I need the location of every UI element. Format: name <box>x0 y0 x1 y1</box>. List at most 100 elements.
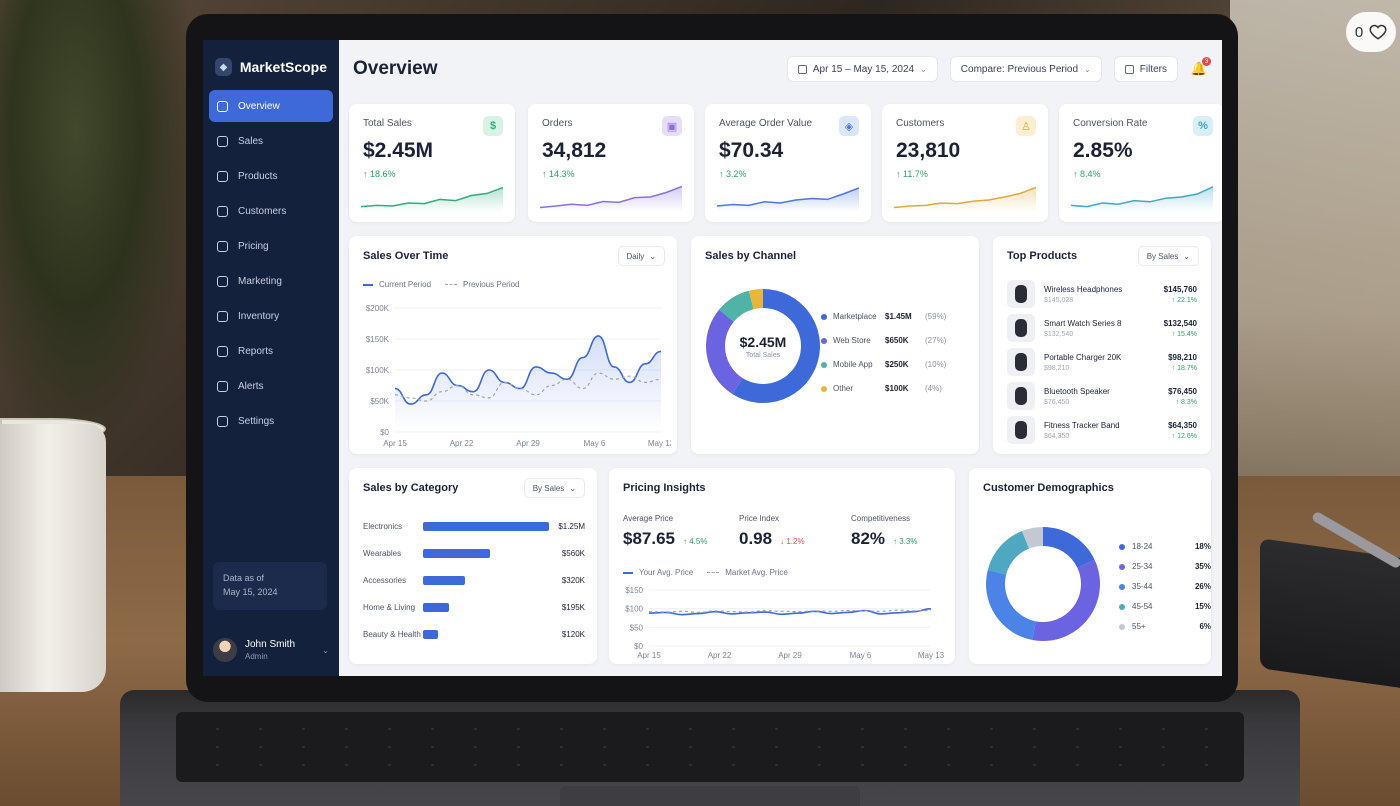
reports-icon <box>217 345 228 357</box>
chart-legend: Your Avg. Price Market Avg. Price <box>623 568 788 577</box>
smartwatch-icon <box>1007 314 1035 342</box>
donut-slice <box>1032 559 1100 641</box>
x-tick-label: Apr 29 <box>778 651 802 660</box>
kpi-card-orders[interactable]: Orders ▣ 34,812 ↑ 14.3% <box>528 104 694 222</box>
kpi-card-customers[interactable]: Customers ♙ 23,810 ↑ 11.7% <box>882 104 1048 222</box>
card-title: Sales by Channel <box>705 250 797 262</box>
donut-slice <box>987 531 1030 575</box>
channel-pct: (4%) <box>925 384 942 393</box>
sidebar-item-sales[interactable]: Sales <box>209 125 333 157</box>
customers-icon <box>217 205 228 217</box>
legend-label: Your Avg. Price <box>639 568 694 577</box>
sidebar-item-overview[interactable]: Overview <box>209 90 333 122</box>
date-range-picker[interactable]: Apr 15 – May 15, 2024 ⌄ <box>786 56 938 82</box>
stat-delta: ↑ 4.5% <box>683 537 708 546</box>
sidebar-item-products[interactable]: Products <box>209 160 333 192</box>
main-content: Overview Apr 15 – May 15, 2024 ⌄ Compare:… <box>339 40 1222 676</box>
channel-pct: (59%) <box>925 312 947 321</box>
demographic-swatch <box>1119 543 1125 550</box>
stat-value: 0.98 <box>739 529 773 548</box>
channel-name: Other <box>833 384 854 393</box>
kpi-label: Orders <box>542 118 573 129</box>
sidebar-item-settings[interactable]: Settings <box>209 405 333 437</box>
demographic-pct: 35% <box>1194 562 1211 571</box>
category-sort-dropdown[interactable]: By Sales ⌄ <box>523 478 585 498</box>
brand[interactable]: ◆ MarketScope <box>203 40 339 90</box>
user-role: Admin <box>245 652 268 661</box>
avatar <box>213 638 237 662</box>
products-sort-dropdown[interactable]: By Sales ⌄ <box>1137 246 1199 266</box>
x-tick-label: May 6 <box>584 439 606 448</box>
pricing-icon <box>217 240 228 252</box>
donut-center-label: Total Sales <box>745 352 781 359</box>
donut-center-value: $2.45M <box>739 334 787 350</box>
sidebar-item-label: Sales <box>238 135 264 147</box>
top-controls: Apr 15 – May 15, 2024 ⌄ Compare: Previous… <box>786 56 1211 82</box>
legend-swatch <box>707 572 720 573</box>
bag-icon: ▣ <box>662 116 682 136</box>
stat-label: Price Index <box>739 514 780 523</box>
product-row[interactable]: Bluetooth Speaker $76,450 $76,450 ↑ 8.3% <box>1007 382 1197 410</box>
product-sub: $145,028 <box>1044 296 1074 304</box>
page-title: Overview <box>353 58 438 79</box>
product-sub: $64,350 <box>1044 432 1070 440</box>
sidebar-item-label: Overview <box>238 100 280 112</box>
sidebar-item-label: Marketing <box>238 275 282 287</box>
y-tick-label: $100K <box>366 366 390 375</box>
x-tick-label: May 13 <box>648 439 671 448</box>
kpi-card-aov[interactable]: Average Order Value ◈ $70.34 ↑ 3.2% <box>705 104 871 222</box>
sidebar-item-alerts[interactable]: Alerts <box>209 370 333 402</box>
laptop-keyboard <box>176 712 1244 782</box>
filters-button[interactable]: Filters <box>1113 56 1178 82</box>
notification-count: 3 <box>1202 57 1211 66</box>
sparkline-area <box>1071 186 1213 212</box>
product-value: $64,350 <box>1168 420 1197 430</box>
x-tick-label: Apr 29 <box>516 439 540 448</box>
product-delta: ↑ 15.4% <box>1171 330 1197 338</box>
calendar-icon <box>797 64 807 74</box>
category-bar <box>423 522 549 531</box>
notifications-button[interactable]: 🔔 3 <box>1190 57 1211 78</box>
donut-slice <box>986 569 1036 640</box>
kpi-card-conversion[interactable]: Conversion Rate % 2.85% ↑ 8.4% <box>1059 104 1222 222</box>
product-row[interactable]: Wireless Headphones $145,028 $145,760 ↑ 22.… <box>1007 280 1197 308</box>
sparkline-area <box>894 187 1036 212</box>
donut-slice <box>1022 527 1043 549</box>
demographic-row: 35-44 26% <box>1119 582 1211 591</box>
kpi-delta: ↑ 14.3% <box>542 169 575 179</box>
kpi-label: Conversion Rate <box>1073 118 1148 129</box>
product-name: Bluetooth Speaker <box>1044 386 1110 396</box>
alerts-icon <box>217 380 228 392</box>
channel-pct: (10%) <box>925 360 947 369</box>
demographic-name: 45-54 <box>1132 602 1153 611</box>
granularity-dropdown[interactable]: Daily ⌄ <box>617 246 665 266</box>
stat-label: Average Price <box>623 514 674 523</box>
channel-value: $1.45M <box>885 312 912 321</box>
user-menu[interactable]: John Smith Admin ⌄ <box>213 638 329 662</box>
sidebar-item-reports[interactable]: Reports <box>209 335 333 367</box>
kpi-sparkline <box>1071 186 1213 212</box>
sidebar-item-marketing[interactable]: Marketing <box>209 265 333 297</box>
product-delta: ↑ 18.7% <box>1171 364 1197 372</box>
kpi-value: 23,810 <box>896 139 961 162</box>
chevron-down-icon: ⌄ <box>920 64 927 74</box>
y-tick-label: $0 <box>380 428 389 437</box>
data-as-of-label: Data as of <box>223 573 265 583</box>
kpi-card-total-sales[interactable]: Total Sales $ $2.45M ↑ 18.6% <box>349 104 515 222</box>
category-bar <box>423 603 450 612</box>
legend-label: Market Avg. Price <box>725 568 788 577</box>
category-value: $560K <box>561 549 585 558</box>
sidebar-item-customers[interactable]: Customers <box>209 195 333 227</box>
product-row[interactable]: Portable Charger 20K $98,210 $98,210 ↑ 18.7… <box>1007 348 1197 376</box>
category-row: Beauty & Health $120K <box>363 630 585 639</box>
compare-select[interactable]: Compare: Previous Period ⌄ <box>949 56 1102 82</box>
product-row[interactable]: Smart Watch Series 8 $132,540 $132,540 ↑ 15… <box>1007 314 1197 342</box>
sparkline-line <box>1071 186 1213 208</box>
product-row[interactable]: Fitness Tracker Band $64,350 $64,350 ↑ 12.6… <box>1007 416 1197 444</box>
donut-slice <box>719 290 754 322</box>
sidebar-item-inventory[interactable]: Inventory <box>209 300 333 332</box>
sidebar-item-pricing[interactable]: Pricing <box>209 230 333 262</box>
category-value: $195K <box>561 603 585 612</box>
like-badge[interactable]: 0 <box>1346 12 1396 52</box>
sales-over-time-card: Sales Over Time Daily ⌄ Current Period Pr… <box>349 236 677 454</box>
